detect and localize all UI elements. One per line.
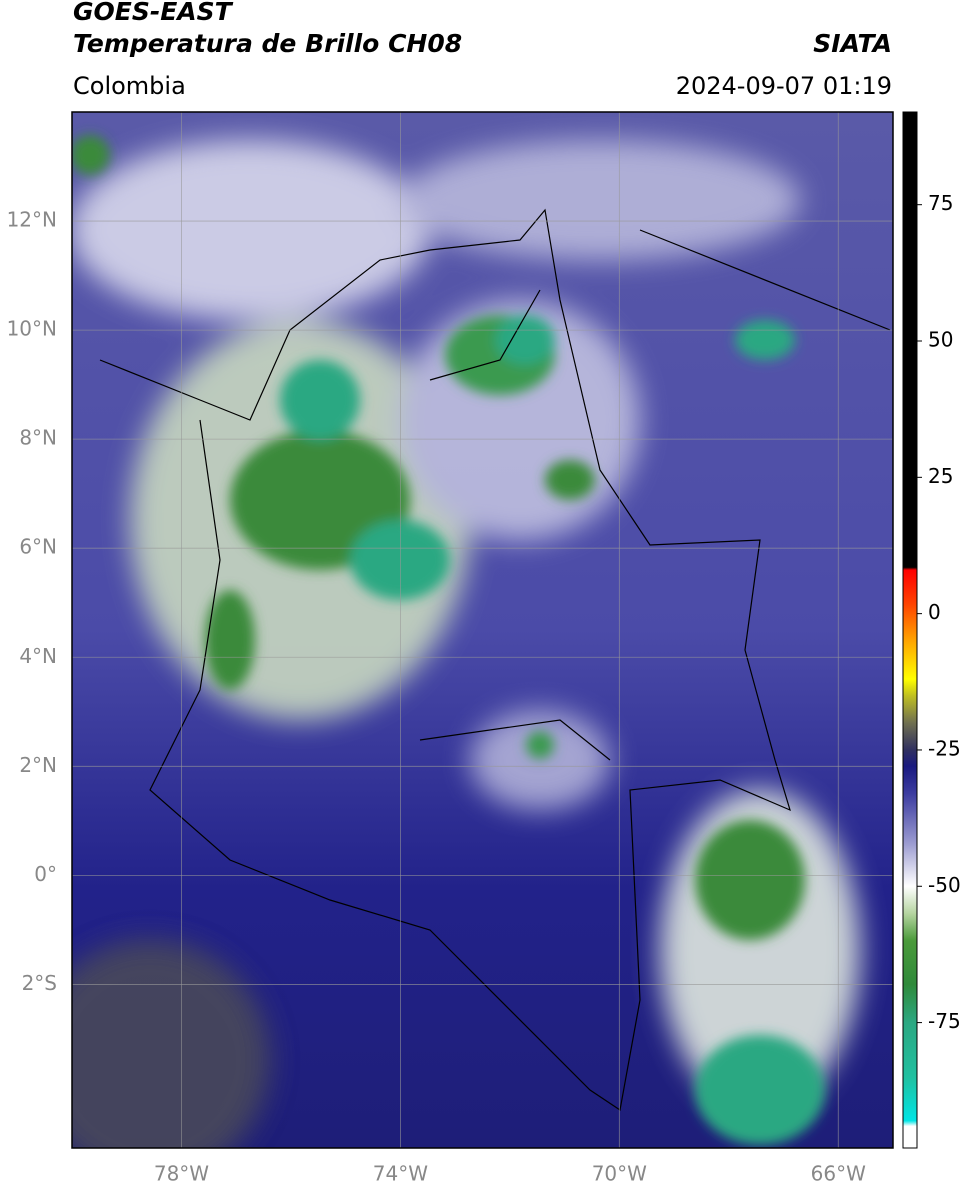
y-tick-label: 4°N xyxy=(19,644,57,668)
y-tick-label: 12°N xyxy=(7,208,57,232)
y-tick-label: 6°N xyxy=(19,535,57,559)
x-tick-label: 70°W xyxy=(592,1162,647,1186)
colorbar-tick-label: 0 xyxy=(928,600,941,624)
region: Colombia xyxy=(73,72,186,100)
y-tick-label: 10°N xyxy=(7,317,57,341)
colorbar xyxy=(902,111,918,1149)
colorbar-tick-label: -50 xyxy=(928,873,961,897)
y-tick-label: 2°N xyxy=(19,753,57,777)
y-tick-label: 8°N xyxy=(19,426,57,450)
colorbar-tick-label: -75 xyxy=(928,1009,961,1033)
brand: SIATA xyxy=(813,29,892,58)
colorbar-tick-label: -25 xyxy=(928,736,961,760)
y-tick-label: 0° xyxy=(34,862,57,886)
colorbar-tick-label: 50 xyxy=(928,328,953,352)
y-tick-label: 2°S xyxy=(22,971,57,995)
datetime: 2024-09-07 01:19 xyxy=(676,72,892,100)
map-frame xyxy=(71,111,894,1149)
satellite-image xyxy=(72,112,893,1148)
x-tick-label: 78°W xyxy=(154,1162,209,1186)
x-tick-label: 66°W xyxy=(811,1162,866,1186)
title: GOES-EAST xyxy=(73,0,234,26)
colorbar-tick-label: 25 xyxy=(928,464,953,488)
colorbar-tick-label: 75 xyxy=(928,191,953,215)
grid xyxy=(72,112,893,1148)
subtitle: Temperatura de Brillo CH08 xyxy=(73,29,462,58)
x-tick-label: 74°W xyxy=(373,1162,428,1186)
